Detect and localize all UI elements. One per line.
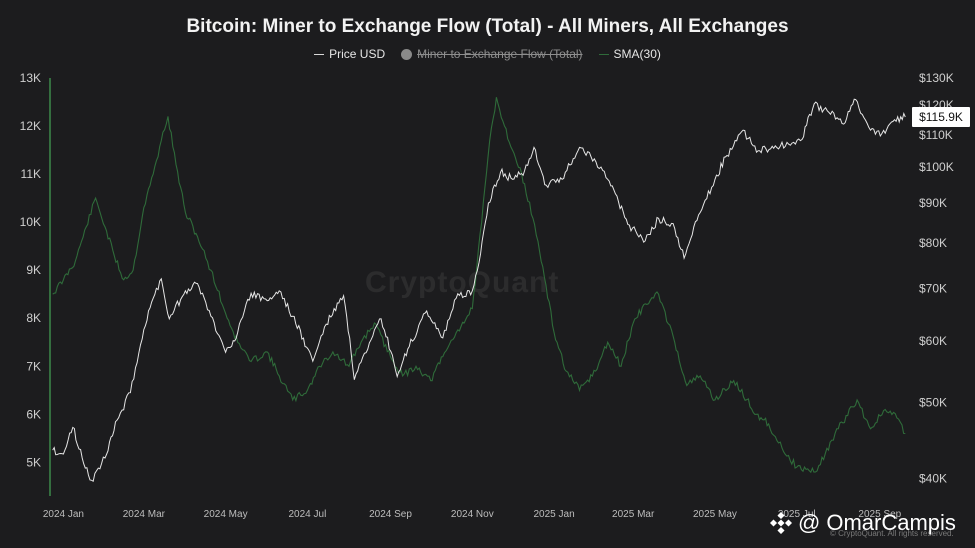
right-axis-tick: $70K [919, 281, 947, 295]
x-axis-tick: 2025 Sep [858, 509, 901, 520]
x-axis-tick: 2024 Sep [369, 509, 412, 520]
legend-item-price[interactable]: Price USD [314, 47, 385, 61]
right-axis-tick: $110K [919, 128, 953, 142]
left-axis-tick: 9K [26, 263, 41, 277]
x-axis-tick: 2024 Jul [288, 509, 326, 520]
price-line-icon [314, 53, 325, 55]
right-axis-tick: $50K [919, 396, 947, 410]
chart-title: Bitcoin: Miner to Exchange Flow (Total) … [186, 16, 789, 37]
sma-line-icon [598, 53, 609, 55]
x-axis-tick: 2025 Jan [533, 509, 574, 520]
right-axis-tick: $40K [919, 472, 947, 486]
left-axis-tick: 11K [21, 167, 41, 181]
x-axis-tick: 2024 Mar [123, 509, 166, 520]
right-axis-tick: $100K [919, 160, 954, 174]
legend-flow-label: Miner to Exchange Flow (Total) [417, 47, 583, 61]
legend: Price USD Miner to Exchange Flow (Total)… [0, 47, 975, 61]
left-axis-tick: 13K [20, 71, 41, 85]
author-handle: @ OmarCampis [770, 510, 956, 536]
price-label-text: $115.9K [919, 110, 963, 124]
legend-item-sma[interactable]: SMA(30) [598, 47, 661, 61]
x-axis-tick: 2024 Jan [43, 509, 84, 520]
left-axis-tick: 8K [26, 311, 41, 325]
x-axis-tick: 2025 Mar [612, 509, 655, 520]
right-axis-tick: $130K [919, 71, 954, 85]
binance-logo-icon [770, 512, 792, 534]
left-axis-tick: 7K [26, 359, 41, 373]
price-label-box [912, 107, 970, 128]
copyright-text: © CryptoQuant. All rights reserved. [830, 529, 954, 538]
right-axis-tick: $80K [919, 236, 947, 250]
x-axis-tick: 2025 Jul [778, 509, 816, 520]
price-series-line [52, 98, 906, 482]
x-axis-tick: 2024 Nov [451, 509, 494, 520]
left-axis-tick: 5K [26, 455, 41, 469]
right-axis-tick: $60K [919, 334, 947, 348]
right-axis-tick: $90K [919, 196, 947, 210]
flow-dot-icon [401, 48, 413, 60]
legend-item-flow[interactable]: Miner to Exchange Flow (Total) [401, 47, 583, 61]
left-axis-tick: 12K [20, 119, 41, 133]
handle-at: @ [798, 510, 821, 535]
legend-sma-label: SMA(30) [613, 47, 661, 61]
left-axis-tick: 6K [26, 407, 41, 421]
handle-name: OmarCampis [826, 510, 956, 535]
x-axis-tick: 2025 May [693, 509, 737, 520]
left-axis-tick: 10K [20, 215, 41, 229]
x-axis-tick: 2024 May [204, 509, 248, 520]
legend-price-label: Price USD [329, 47, 386, 61]
sma-series-line [52, 97, 906, 474]
